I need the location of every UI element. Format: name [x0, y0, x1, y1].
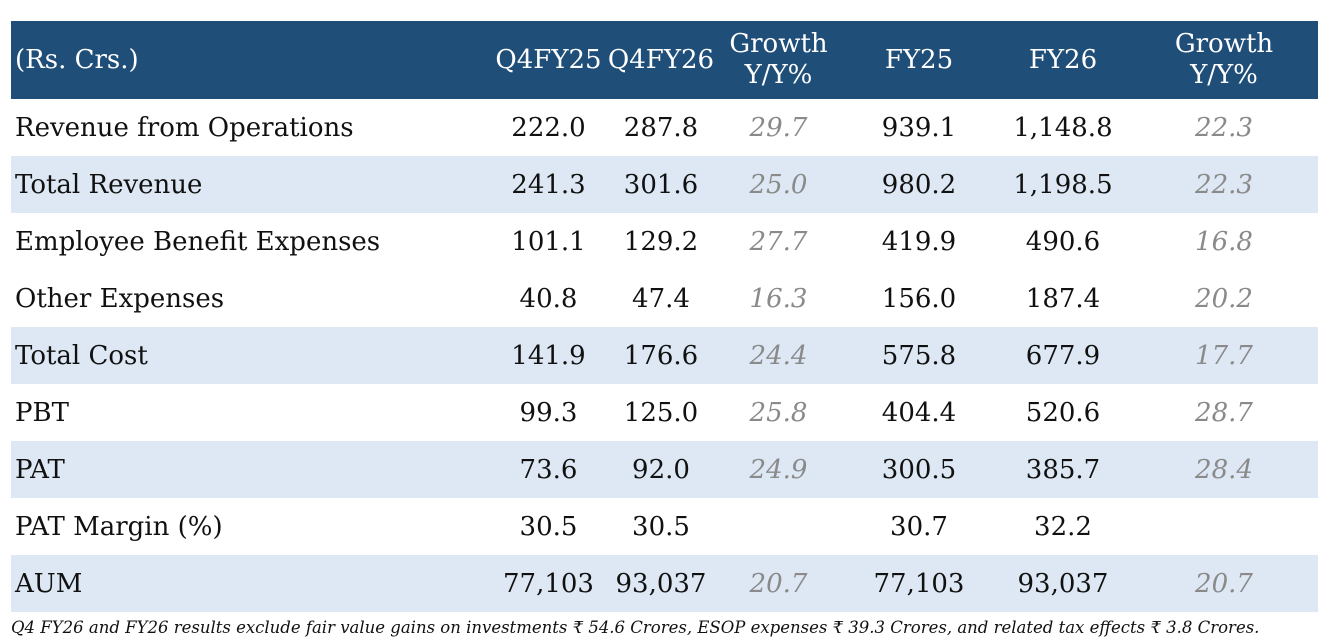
footnote: Q4 FY26 and FY26 results exclude fair va… [11, 618, 1260, 637]
cell-fy25: 156.0 [881, 283, 957, 314]
cell-fy26: 490.6 [1025, 226, 1101, 257]
header-growth-quarter-line1: Growth [729, 29, 828, 59]
cell-growth-year: 16.8 [1195, 226, 1253, 257]
cell-growth-quarter: 29.7 [749, 112, 808, 143]
cell-fy25: 939.1 [881, 112, 957, 143]
header-growth-quarter: Growth Y/Y% [715, 21, 842, 99]
row-label: Total Revenue [15, 169, 203, 200]
cell-growth-year: 28.7 [1195, 397, 1253, 428]
cell-q4fy25: 101.1 [511, 226, 586, 257]
cell-q4fy26: 129.2 [623, 226, 699, 257]
header-growth-quarter-line2: Y/Y% [744, 60, 813, 90]
header-growth-year-line1: Growth [1174, 29, 1274, 59]
cell-fy25: 980.2 [881, 169, 957, 200]
cell-growth-quarter: 24.4 [749, 340, 808, 371]
cell-fy25: 575.8 [881, 340, 957, 371]
cell-fy25: 30.7 [890, 511, 948, 542]
row-label: PBT [15, 397, 69, 428]
cell-q4fy26: 47.4 [632, 283, 690, 314]
cell-q4fy25: 141.9 [511, 340, 586, 371]
table-row-pbt: PBT 99.3 125.0 25.8 404.4 520.6 28.7 [11, 384, 1318, 441]
header-fy26: FY26 [1028, 44, 1098, 75]
cell-q4fy25: 99.3 [519, 397, 578, 428]
cell-q4fy25: 241.3 [511, 169, 586, 200]
row-label: Revenue from Operations [15, 112, 354, 143]
cell-fy26: 32.2 [1034, 511, 1092, 542]
cell-fy25: 77,103 [873, 568, 965, 599]
financial-summary-table: (Rs. Crs.) Q4FY25 Q4FY26 Growth Y/Y% FY2… [11, 21, 1318, 612]
cell-growth-quarter: 20.7 [749, 568, 808, 599]
cell-q4fy26: 287.8 [623, 112, 699, 143]
cell-fy26: 1,198.5 [1013, 169, 1113, 200]
cell-growth-year: 22.3 [1195, 112, 1253, 143]
cell-fy26: 93,037 [1017, 568, 1109, 599]
table-row-revenue-from-operations: Revenue from Operations 222.0 287.8 29.7… [11, 99, 1318, 156]
cell-growth-quarter: 25.8 [749, 397, 808, 428]
cell-fy25: 419.9 [881, 226, 957, 257]
row-label: PAT [15, 454, 65, 485]
cell-fy26: 520.6 [1025, 397, 1101, 428]
table-header-row: (Rs. Crs.) Q4FY25 Q4FY26 Growth Y/Y% FY2… [11, 21, 1318, 99]
row-label: Total Cost [15, 340, 148, 371]
row-label: PAT Margin (%) [15, 511, 223, 542]
cell-growth-quarter: 16.3 [749, 283, 808, 314]
cell-growth-quarter [715, 498, 842, 555]
cell-fy25: 300.5 [881, 454, 957, 485]
table-row-other-expenses: Other Expenses 40.8 47.4 16.3 156.0 187.… [11, 270, 1318, 327]
cell-fy26: 677.9 [1025, 340, 1101, 371]
cell-growth-quarter: 25.0 [749, 169, 808, 200]
cell-q4fy26: 301.6 [623, 169, 699, 200]
header-q4fy26: Q4FY26 [607, 44, 715, 75]
header-fy25: FY25 [884, 44, 954, 75]
cell-growth-year: 20.7 [1195, 568, 1253, 599]
cell-fy26: 385.7 [1025, 454, 1101, 485]
cell-q4fy26: 125.0 [623, 397, 699, 428]
header-growth-year-line2: Y/Y% [1190, 60, 1258, 90]
cell-growth-year [1130, 498, 1318, 555]
row-label: Employee Benefit Expenses [15, 226, 381, 257]
header-unit: (Rs. Crs.) [15, 44, 139, 75]
cell-fy26: 187.4 [1025, 283, 1101, 314]
cell-growth-year: 17.7 [1195, 340, 1253, 371]
cell-q4fy25: 40.8 [519, 283, 578, 314]
cell-q4fy25: 222.0 [511, 112, 586, 143]
table-row-total-revenue: Total Revenue 241.3 301.6 25.0 980.2 1,1… [11, 156, 1318, 213]
cell-q4fy26: 92.0 [632, 454, 690, 485]
cell-q4fy26: 176.6 [623, 340, 699, 371]
cell-q4fy25: 77,103 [503, 568, 594, 599]
header-q4fy25: Q4FY25 [495, 44, 602, 75]
cell-q4fy25: 30.5 [519, 511, 578, 542]
cell-q4fy25: 73.6 [519, 454, 578, 485]
row-label: AUM [15, 568, 83, 599]
table-row-total-cost: Total Cost 141.9 176.6 24.4 575.8 677.9 … [11, 327, 1318, 384]
header-growth-year: Growth Y/Y% [1130, 21, 1318, 99]
cell-growth-year: 20.2 [1195, 283, 1253, 314]
cell-growth-quarter: 27.7 [749, 226, 808, 257]
table-row-employee-benefit-expenses: Employee Benefit Expenses 101.1 129.2 27… [11, 213, 1318, 270]
cell-growth-year: 22.3 [1195, 169, 1253, 200]
table-row-pat: PAT 73.6 92.0 24.9 300.5 385.7 28.4 [11, 441, 1318, 498]
cell-growth-quarter: 24.9 [749, 454, 808, 485]
cell-growth-year: 28.4 [1195, 454, 1253, 485]
cell-fy26: 1,148.8 [1013, 112, 1113, 143]
cell-q4fy26: 93,037 [615, 568, 707, 599]
cell-fy25: 404.4 [881, 397, 957, 428]
cell-q4fy26: 30.5 [632, 511, 690, 542]
row-label: Other Expenses [15, 283, 225, 314]
table-row-aum: AUM 77,103 93,037 20.7 77,103 93,037 20.… [11, 555, 1318, 612]
financial-summary-table-container: (Rs. Crs.) Q4FY25 Q4FY26 Growth Y/Y% FY2… [11, 21, 1318, 612]
table-row-pat-margin: PAT Margin (%) 30.5 30.5 30.7 32.2 [11, 498, 1318, 555]
